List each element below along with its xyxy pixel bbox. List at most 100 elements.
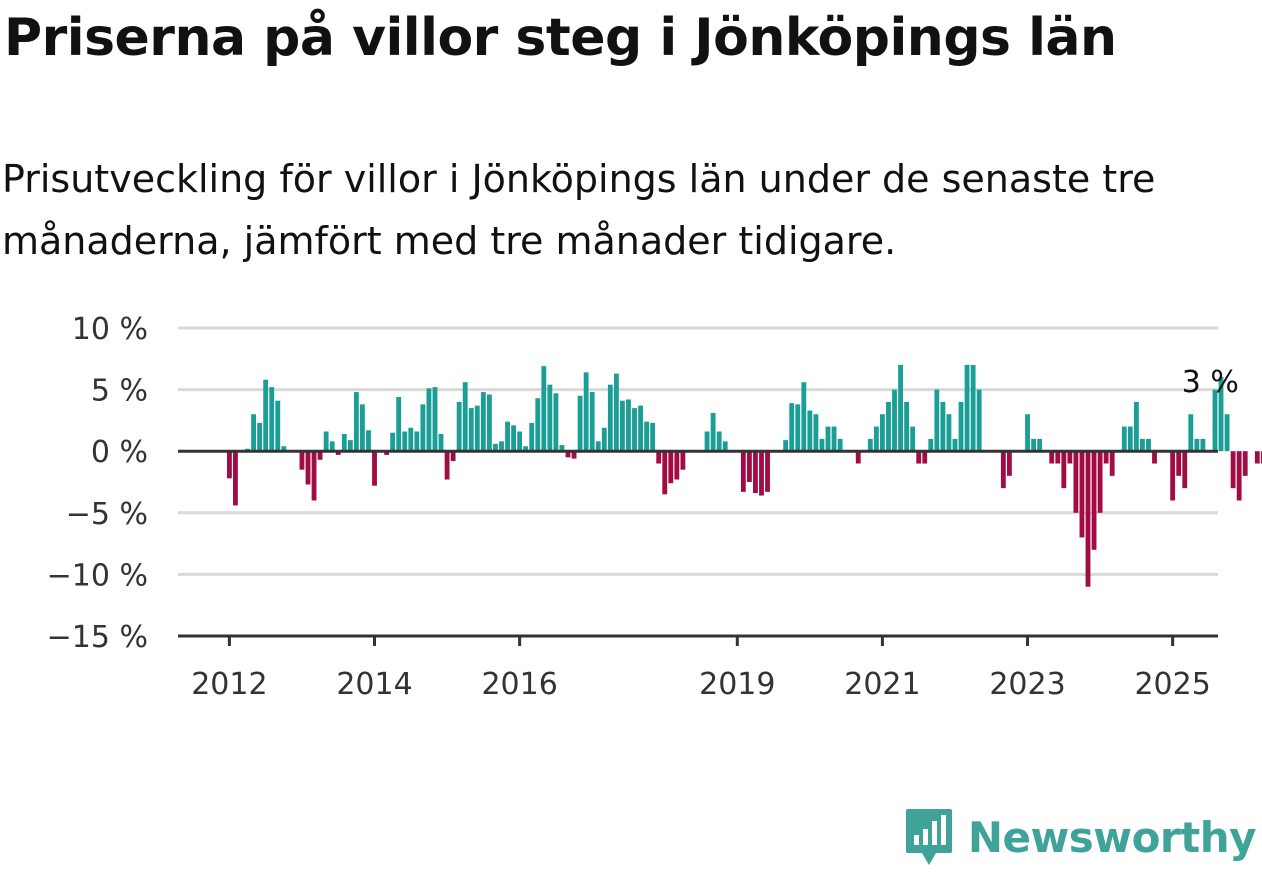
bar (414, 431, 420, 452)
bar (880, 414, 885, 452)
latest-value-label: 3 % (1182, 365, 1239, 400)
bar (638, 405, 643, 452)
bar (384, 451, 390, 455)
bar (1224, 414, 1230, 452)
bar (613, 373, 619, 452)
bar (1097, 451, 1103, 513)
newsworthy-logo-icon (905, 809, 952, 865)
bar (1121, 426, 1127, 452)
bar (541, 366, 547, 452)
bar (1188, 414, 1194, 452)
bar (529, 422, 535, 452)
y-tick-label: −10 % (47, 558, 148, 593)
bar (281, 446, 287, 452)
bar (468, 408, 474, 452)
bar (553, 393, 559, 452)
x-tick-label: 2016 (481, 667, 557, 702)
bar (1061, 451, 1067, 489)
bar (626, 399, 631, 452)
bar (970, 364, 976, 452)
bar (964, 364, 970, 452)
bar (958, 401, 964, 452)
bar (1254, 451, 1260, 464)
bar (329, 441, 335, 452)
bar (1236, 451, 1242, 501)
bar (801, 382, 807, 452)
bar (1194, 438, 1200, 452)
bar (855, 451, 861, 464)
bar (1073, 451, 1079, 513)
x-tick-label: 2019 (699, 667, 775, 702)
bar (353, 392, 359, 452)
y-tick-label: −15 % (47, 620, 148, 655)
bar (499, 441, 504, 452)
x-tick-label: 2025 (1134, 667, 1210, 702)
bar (759, 451, 764, 496)
bar (813, 414, 819, 452)
bar (299, 451, 305, 470)
bar (311, 451, 317, 501)
bar (505, 421, 510, 452)
bar (1085, 451, 1091, 587)
bar (390, 432, 396, 452)
bar (722, 441, 728, 452)
bar (607, 384, 613, 452)
bar (656, 451, 662, 464)
bar (1025, 414, 1030, 452)
bar (1067, 451, 1073, 464)
bar (511, 425, 516, 452)
bar (535, 398, 541, 452)
bar (837, 438, 843, 452)
bar (577, 395, 583, 452)
chart-subtitle: Prisutveckling för villor i Jönköpings l… (2, 157, 1156, 263)
bars (226, 364, 1262, 587)
bar (480, 392, 486, 452)
bar (783, 440, 789, 452)
bar (952, 438, 958, 452)
chart-title: Priserna på villor steg i Jönköpings län (4, 8, 1117, 68)
bar (402, 431, 408, 452)
bar (1127, 426, 1133, 452)
bar (444, 451, 450, 480)
bar (323, 431, 329, 452)
gridlines (178, 326, 1218, 576)
bar (559, 445, 565, 452)
y-tick-label: −5 % (66, 497, 148, 532)
bar (595, 441, 601, 452)
bar (825, 426, 831, 452)
bar (1133, 401, 1139, 452)
bar (396, 396, 402, 452)
bar (517, 431, 523, 452)
bar (795, 404, 801, 452)
bar (565, 451, 571, 458)
bar (892, 389, 897, 452)
bar (305, 451, 311, 485)
bar (620, 400, 625, 452)
bar (1103, 451, 1109, 464)
bar (867, 438, 873, 452)
bar (335, 451, 341, 455)
bar (650, 422, 656, 452)
bar (601, 427, 607, 452)
bar (886, 401, 891, 452)
bar (1037, 438, 1043, 452)
bar (571, 451, 577, 459)
bar (583, 372, 589, 452)
bar (1109, 451, 1115, 476)
bar (589, 392, 595, 452)
bar (873, 426, 879, 452)
x-tick-label: 2014 (336, 667, 412, 702)
bar (1230, 451, 1236, 489)
x-tick-label: 2023 (989, 667, 1065, 702)
bar (632, 408, 637, 452)
bar (746, 451, 752, 482)
y-tick-label: 10 % (72, 312, 148, 347)
bar (668, 451, 674, 484)
bar (523, 446, 529, 452)
bar (432, 387, 438, 452)
bar (426, 388, 432, 452)
axes (178, 449, 1218, 646)
bar (1031, 438, 1036, 452)
bar (366, 430, 371, 452)
